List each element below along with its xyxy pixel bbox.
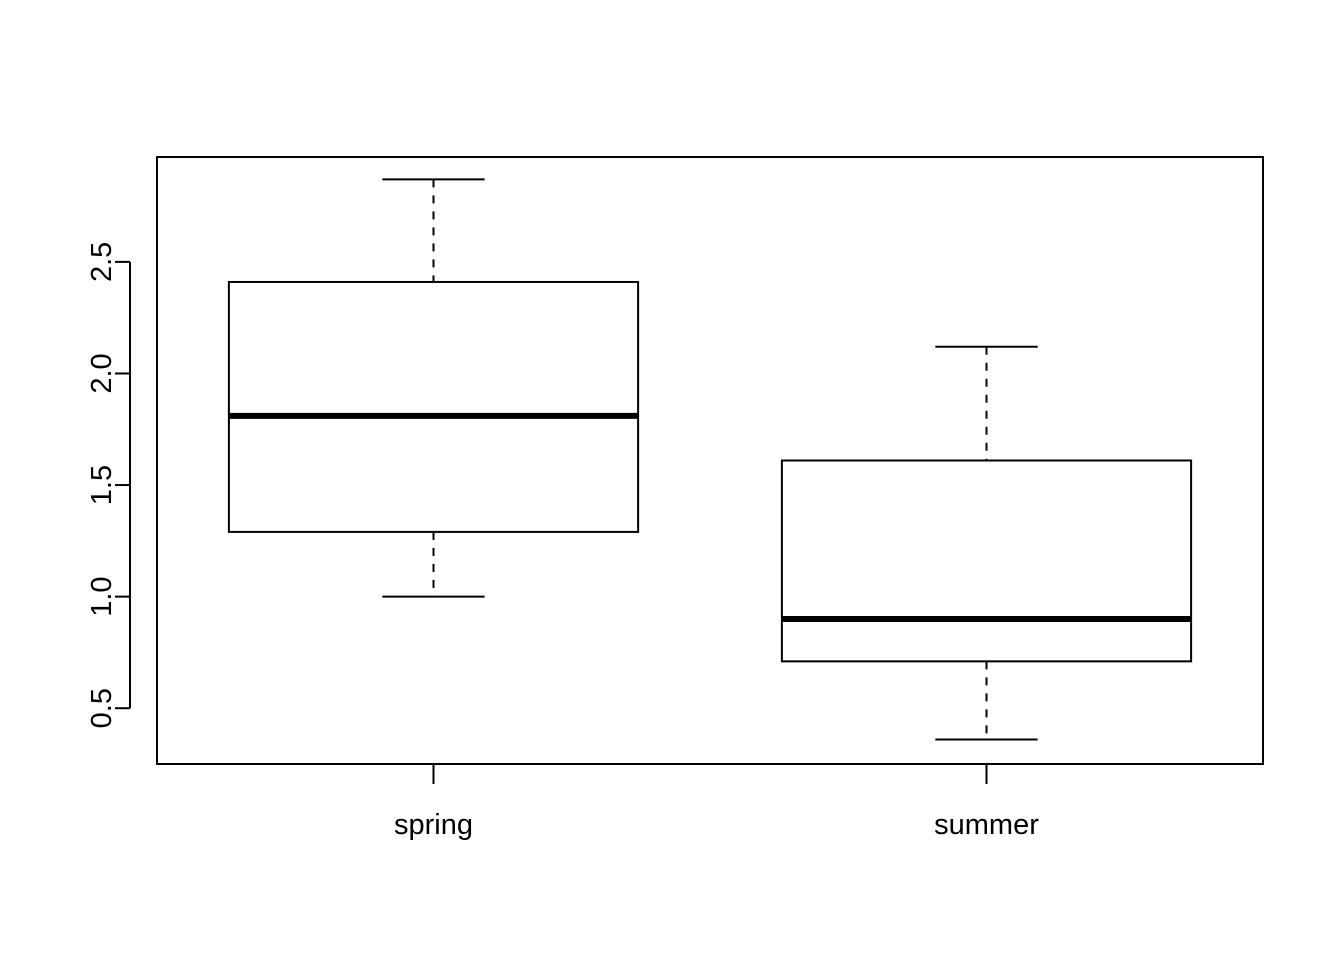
y-axis: 0.5 1.0 1.5 2.0 2.5 [86,242,131,728]
y-tick-label: 1.5 [86,465,118,505]
x-axis: spring summer [394,764,1039,841]
y-tick-label: 1.0 [86,576,118,616]
y-tick-label: 0.5 [86,688,118,728]
y-tick-label: 2.5 [86,242,118,282]
iqr-box [227,280,640,533]
x-tick-label-summer: summer [934,809,1039,841]
box-summer [780,345,1193,741]
y-tick-label: 2.0 [86,353,118,393]
plot-frame [156,156,1264,765]
x-tick-label-spring: spring [394,809,473,841]
iqr-box [780,459,1193,663]
boxes-layer [227,178,1193,741]
box-spring [227,178,640,598]
